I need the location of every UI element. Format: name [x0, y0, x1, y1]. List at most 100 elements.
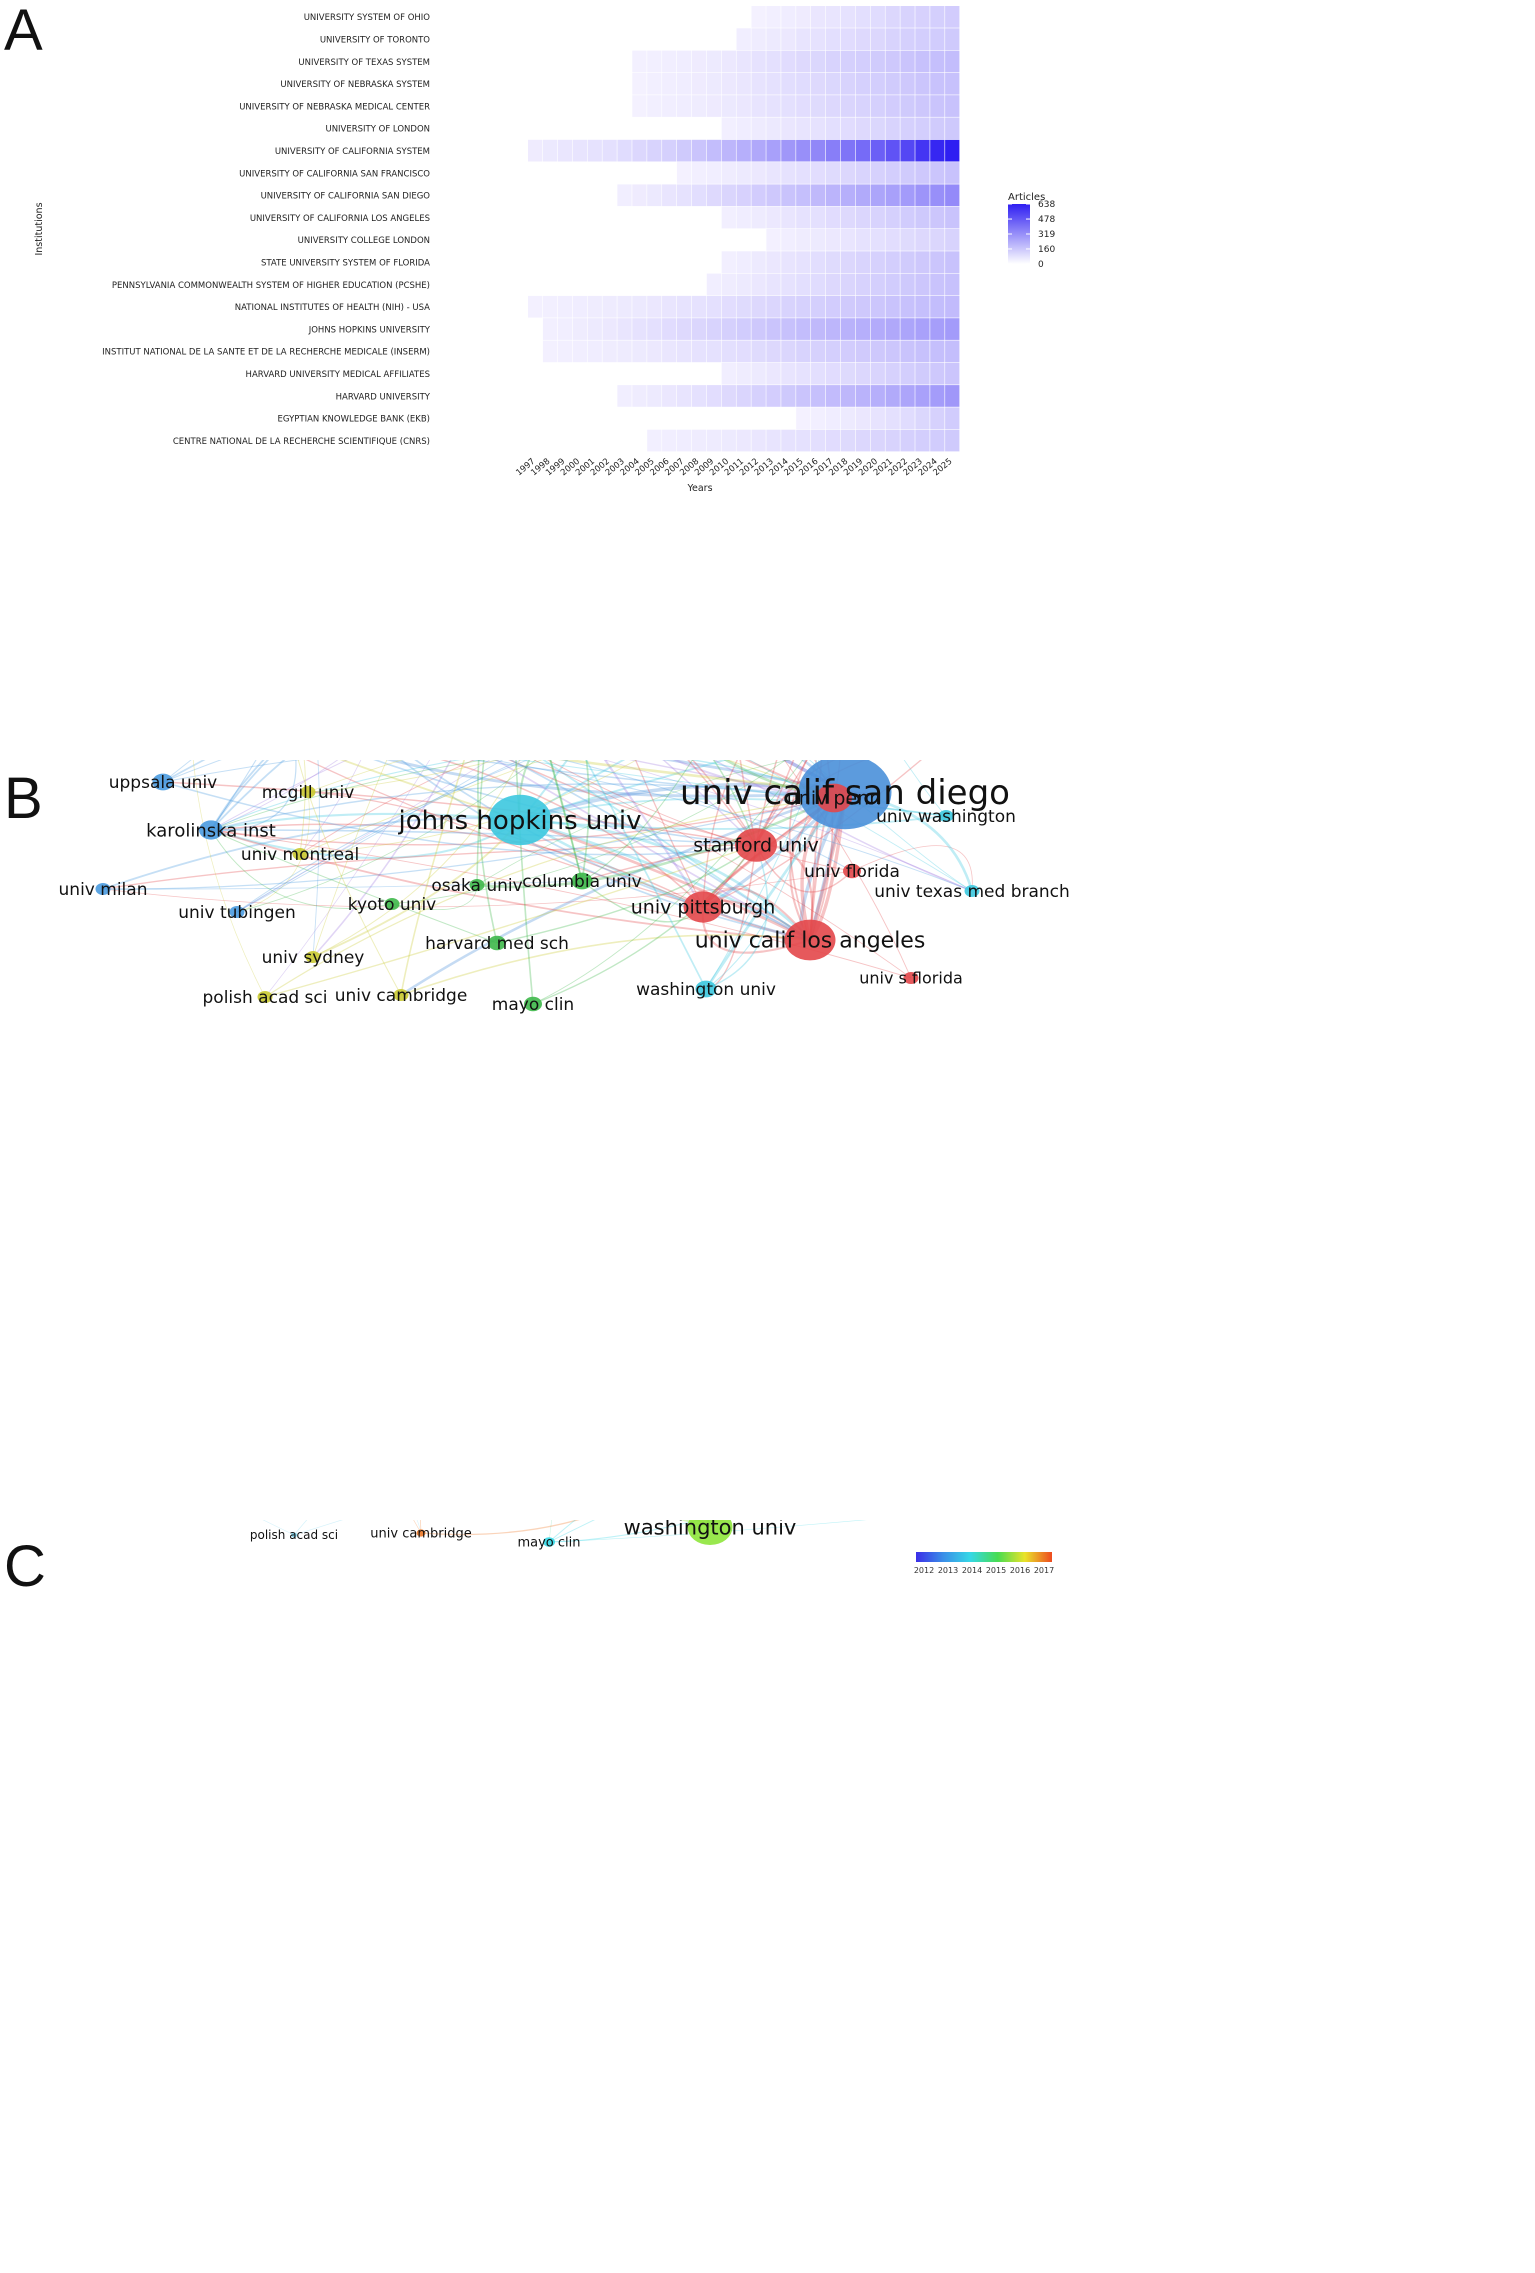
heatmap-cell [855, 429, 871, 452]
heatmap-cell [676, 295, 692, 318]
network-node [524, 996, 542, 1012]
network-link [400, 790, 846, 997]
heatmap-cell [855, 229, 871, 251]
heatmap-cell [721, 295, 736, 318]
heatmap-cell [796, 362, 811, 385]
heatmap-cell [825, 273, 841, 296]
heatmap-cell [706, 385, 722, 407]
heatmap-cell [721, 273, 736, 296]
heatmap-cell [855, 28, 871, 50]
heatmap-cell [676, 139, 692, 162]
year-legend-label: 2015 [986, 1566, 1006, 1575]
heatmap-cell [855, 340, 871, 363]
heatmap-cell [781, 117, 796, 140]
network-link [210, 819, 521, 859]
network-node [305, 951, 321, 963]
network-node-label: mayo clin [492, 995, 574, 1015]
heatmap-cell [736, 50, 751, 73]
heatmap-cell [811, 6, 826, 28]
year-legend-label: 2016 [1010, 1566, 1030, 1575]
heatmap-cell [647, 184, 662, 207]
heatmap-cell [811, 28, 826, 50]
heatmap-cell [751, 28, 766, 50]
heatmap-cell [751, 251, 766, 273]
heatmap-cell [930, 318, 945, 340]
network-node [735, 828, 777, 862]
heatmap-cell [811, 184, 826, 207]
heatmap-cell [840, 295, 856, 318]
heatmap-cell [647, 429, 662, 452]
heatmap-cell [900, 95, 915, 117]
network-node-label: polish acad sci [203, 988, 328, 1008]
heatmap-cell [632, 385, 647, 407]
heatmap-cell [870, 28, 885, 50]
heatmap-cell [736, 340, 751, 363]
network-node [393, 989, 409, 1001]
network-node [292, 848, 308, 860]
heatmap-cell [676, 95, 692, 117]
heatmap-cell [662, 340, 677, 363]
heatmap-cell [676, 50, 692, 73]
heatmap-cell [930, 50, 945, 73]
network-node-label: univ calif los angeles [695, 929, 926, 954]
network-node-label: univ s florida [869, 1520, 947, 1523]
heatmap-cell [915, 117, 930, 140]
heatmap-cell [706, 429, 722, 452]
heatmap-cell [781, 6, 796, 28]
heatmap-cell [885, 273, 900, 296]
heatmap-cell [572, 318, 587, 340]
heatmap-cell [840, 318, 856, 340]
heatmap-cell [542, 295, 558, 318]
heatmap-cell [915, 184, 930, 207]
panel-label-a: A [4, 0, 43, 63]
heatmap-cell [542, 340, 558, 363]
network-node-label: mayo clin [517, 1536, 580, 1551]
heatmap-cell [900, 340, 915, 363]
heatmap-cell [811, 229, 826, 251]
heatmap-cell [721, 50, 736, 73]
heatmap-cell [781, 362, 796, 385]
heatmap-cell [825, 28, 841, 50]
heatmap-cell [900, 117, 915, 140]
heatmap-cell [811, 251, 826, 273]
network-node-label: univ calif san diego [680, 773, 1010, 813]
heatmap-cell [796, 229, 811, 251]
heatmap-cell [676, 429, 692, 452]
network-node [695, 980, 717, 998]
heatmap-cell [587, 318, 602, 340]
network-link [210, 829, 393, 909]
heatmap-cell [930, 273, 945, 296]
heatmap-cell [796, 295, 811, 318]
heatmap-cell [900, 429, 915, 452]
heatmap-cell [885, 318, 900, 340]
heatmap-cell [632, 72, 647, 95]
heatmap-cell [647, 385, 662, 407]
heatmap-cell [766, 72, 781, 95]
heatmap-cell [736, 206, 751, 229]
heatmap-cell [915, 429, 930, 452]
network-node [152, 773, 174, 791]
network-node-label: univ cambridge [335, 986, 468, 1006]
heatmap-cell [900, 362, 915, 385]
heatmap-cell [870, 407, 885, 430]
heatmap-cell [930, 206, 945, 229]
network-node [199, 820, 223, 840]
heatmap-cell [930, 28, 945, 50]
heatmap-cell [930, 72, 945, 95]
heatmap-cell [766, 295, 781, 318]
heatmap-cell [751, 385, 766, 407]
heatmap-cell [825, 95, 841, 117]
heatmap-cell [676, 318, 692, 340]
heatmap-cell [632, 318, 647, 340]
network-node-label: univ montreal [241, 845, 359, 865]
heatmap-cell [915, 318, 930, 340]
heatmap-cell [706, 95, 722, 117]
panel-label-b: B [4, 766, 43, 831]
heatmap-cell [825, 295, 841, 318]
heatmap-cell [706, 340, 722, 363]
network-link [755, 844, 853, 893]
heatmap-cell [796, 50, 811, 73]
heatmap-cell [632, 139, 647, 162]
heatmap-row-label: INSTITUT NATIONAL DE LA SANTE ET DE LA R… [102, 348, 430, 358]
heatmap-cell [721, 184, 736, 207]
